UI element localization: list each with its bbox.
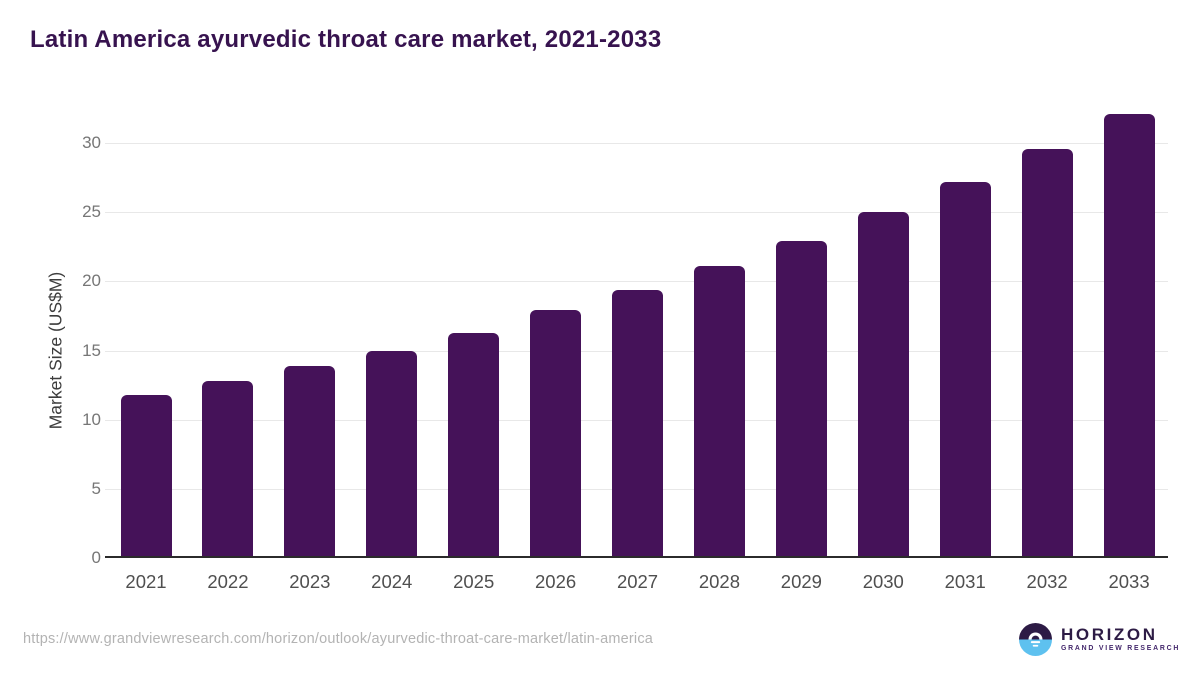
x-tick-label-2028: 2028 <box>698 571 741 592</box>
x-tick-label-2025: 2025 <box>453 571 495 592</box>
bar-2032 <box>1021 148 1073 558</box>
logo-text: HORIZON GRAND VIEW RESEARCH <box>1061 626 1180 652</box>
x-tick-label-2022: 2022 <box>207 571 249 592</box>
gridline-20 <box>105 281 1168 283</box>
bar-2028 <box>693 266 745 558</box>
bar-2021 <box>120 394 172 558</box>
x-tick-label-2023: 2023 <box>289 571 331 592</box>
x-axis-line <box>105 556 1168 558</box>
horizon-logo-icon <box>1019 622 1052 656</box>
bar-2024 <box>366 350 418 558</box>
horizon-logo: HORIZON GRAND VIEW RESEARCH <box>1019 622 1180 656</box>
x-tick-label-2021: 2021 <box>125 571 167 592</box>
bar-2027 <box>612 289 664 558</box>
logo-tagline: GRAND VIEW RESEARCH <box>1061 645 1181 652</box>
y-tick-label-25: 25 <box>82 202 101 222</box>
bar-2030 <box>857 212 909 558</box>
gridline-30 <box>105 143 1168 145</box>
y-tick-label-10: 10 <box>82 409 101 429</box>
x-tick-label-2033: 2033 <box>1108 571 1150 592</box>
x-tick-label-2027: 2027 <box>616 571 659 592</box>
bar-2031 <box>939 181 991 558</box>
bar-2026 <box>530 310 582 558</box>
bar-2023 <box>284 365 336 558</box>
y-tick-label-15: 15 <box>82 340 101 360</box>
x-tick-label-2024: 2024 <box>371 571 413 592</box>
x-tick-label-2026: 2026 <box>535 571 577 592</box>
bar-2022 <box>202 380 254 558</box>
logo-wordmark: HORIZON <box>1061 625 1158 644</box>
x-tick-label-2032: 2032 <box>1026 571 1068 592</box>
chart-title: Latin America ayurvedic throat care mark… <box>30 26 662 53</box>
x-tick-label-2029: 2029 <box>780 571 822 592</box>
gridline-25 <box>105 212 1168 214</box>
y-tick-label-20: 20 <box>82 271 101 291</box>
y-tick-label-5: 5 <box>91 478 101 498</box>
source-url: https://www.grandviewresearch.com/horizo… <box>23 631 654 647</box>
bar-2029 <box>775 241 827 558</box>
x-tick-label-2031: 2031 <box>944 571 986 592</box>
x-tick-label-2030: 2030 <box>862 571 904 592</box>
bar-2033 <box>1103 114 1155 558</box>
bar-2025 <box>448 332 500 558</box>
y-tick-label-0: 0 <box>91 548 101 567</box>
y-tick-label-30: 30 <box>82 133 101 153</box>
